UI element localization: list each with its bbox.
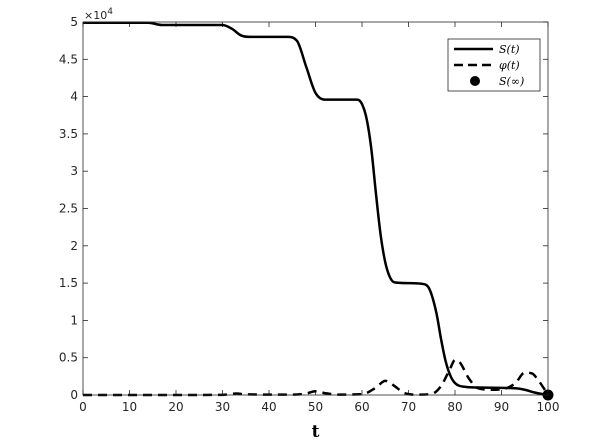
legend-label-sinf: S(∞) — [499, 75, 524, 88]
x-tick-label: 30 — [215, 400, 230, 414]
x-tick-label: 60 — [354, 400, 369, 414]
ticks-layer: 0 10 20 30 40 50 60 70 80 90 100 0 0.5 1 1.5 2 2.5 3 3.5 4 4… — [59, 15, 560, 414]
y-tick-label: 1 — [70, 313, 78, 327]
x-tick-label: 100 — [537, 400, 560, 414]
y-tick-label: 0 — [70, 388, 78, 402]
y-multiplier-exponent: 4 — [107, 7, 113, 17]
y-multiplier-label: ×104 — [84, 7, 113, 22]
x-tick-label: 50 — [308, 400, 323, 414]
y-tick-label: 0.5 — [59, 351, 78, 365]
x-tick-label: 90 — [494, 400, 509, 414]
plot-frame — [82, 21, 549, 396]
y-tick-label: 3 — [70, 164, 78, 178]
legend: S(t) φ(t) S(∞) — [447, 38, 541, 92]
x-tick-label: 40 — [261, 400, 276, 414]
legend-marker-sinf — [470, 76, 480, 86]
x-axis-label: t — [312, 422, 320, 442]
series-line-phi — [82, 358, 550, 397]
y-tick-label: 2.5 — [59, 202, 78, 216]
x-tick-label: 10 — [122, 400, 137, 414]
legend-label-s: S(t) — [499, 43, 520, 56]
x-tick-label: 20 — [168, 400, 183, 414]
x-tick-label: 0 — [79, 400, 87, 414]
y-multiplier-base: ×10 — [84, 9, 107, 22]
x-tick-label: 70 — [401, 400, 416, 414]
y-tick-label: 3.5 — [59, 127, 78, 141]
legend-box — [447, 38, 541, 92]
y-tick-label: 2 — [70, 239, 78, 253]
y-tick-label: 4 — [70, 90, 78, 104]
x-tick-label: 80 — [447, 400, 462, 414]
y-tick-label: 4.5 — [59, 52, 78, 66]
series-line-s — [83, 21, 549, 397]
y-tick-label: 1.5 — [59, 276, 78, 290]
legend-label-phi: φ(t) — [499, 59, 520, 72]
y-tick-label: 5 — [70, 15, 78, 29]
